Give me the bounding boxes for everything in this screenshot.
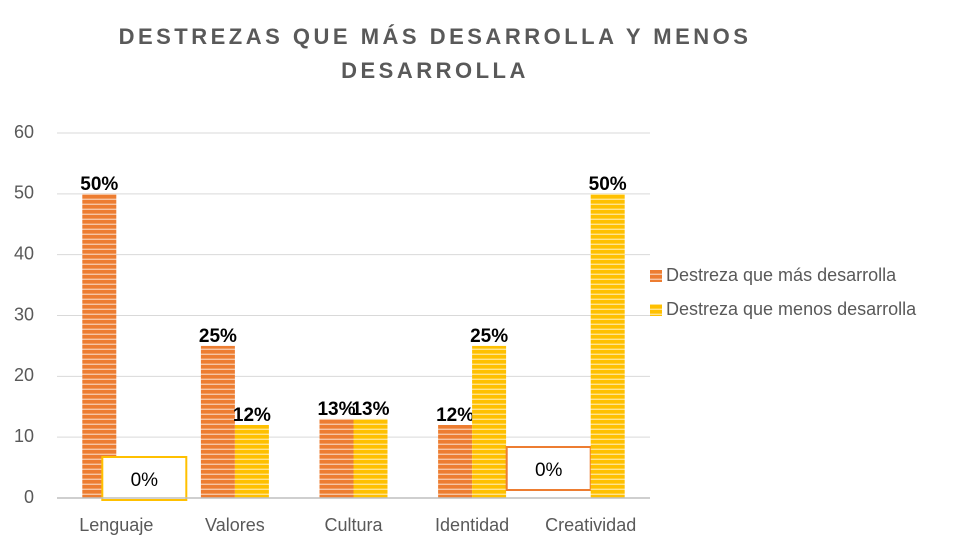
bar: [353, 418, 388, 498]
legend-marker: [650, 304, 662, 316]
legend-marker: [650, 270, 662, 282]
y-tick-label: 0: [24, 487, 34, 507]
value-label: 13%: [317, 399, 355, 420]
y-tick-label: 30: [14, 304, 34, 324]
x-tick-label: Cultura: [324, 515, 383, 535]
x-tick-label: Identidad: [435, 515, 509, 535]
legend-label: Destreza que más desarrolla: [666, 265, 897, 285]
y-tick-label: 50: [14, 183, 34, 203]
x-tick-label: Lenguaje: [79, 515, 153, 535]
value-label: 12%: [233, 405, 271, 426]
y-tick-label: 60: [14, 122, 34, 142]
value-label: 50%: [80, 174, 118, 195]
value-label: 0%: [131, 470, 159, 491]
y-tick-label: 10: [14, 426, 34, 446]
bar: [319, 418, 354, 498]
y-tick-label: 20: [14, 365, 34, 385]
x-tick-label: Valores: [205, 515, 265, 535]
chart-title: DESTREZAS QUE MÁS DESARROLLA Y MENOS DES…: [118, 24, 752, 83]
value-label: 50%: [589, 174, 627, 195]
value-label: 12%: [436, 405, 474, 426]
bar: [234, 425, 269, 498]
bar: [438, 425, 473, 498]
zero-label-box: [101, 456, 188, 501]
bar: [200, 345, 235, 498]
value-label: 0%: [535, 460, 563, 481]
bar: [82, 193, 117, 499]
zero-label-box: [505, 446, 592, 491]
value-label: 13%: [351, 399, 389, 420]
x-tick-label: Creatividad: [545, 515, 636, 535]
legend-label: Destreza que menos desarrolla: [666, 299, 917, 319]
y-tick-label: 40: [14, 243, 34, 263]
value-label: 25%: [199, 326, 237, 347]
value-label: 25%: [470, 326, 508, 347]
bar: [590, 193, 625, 499]
bar: [472, 345, 507, 498]
